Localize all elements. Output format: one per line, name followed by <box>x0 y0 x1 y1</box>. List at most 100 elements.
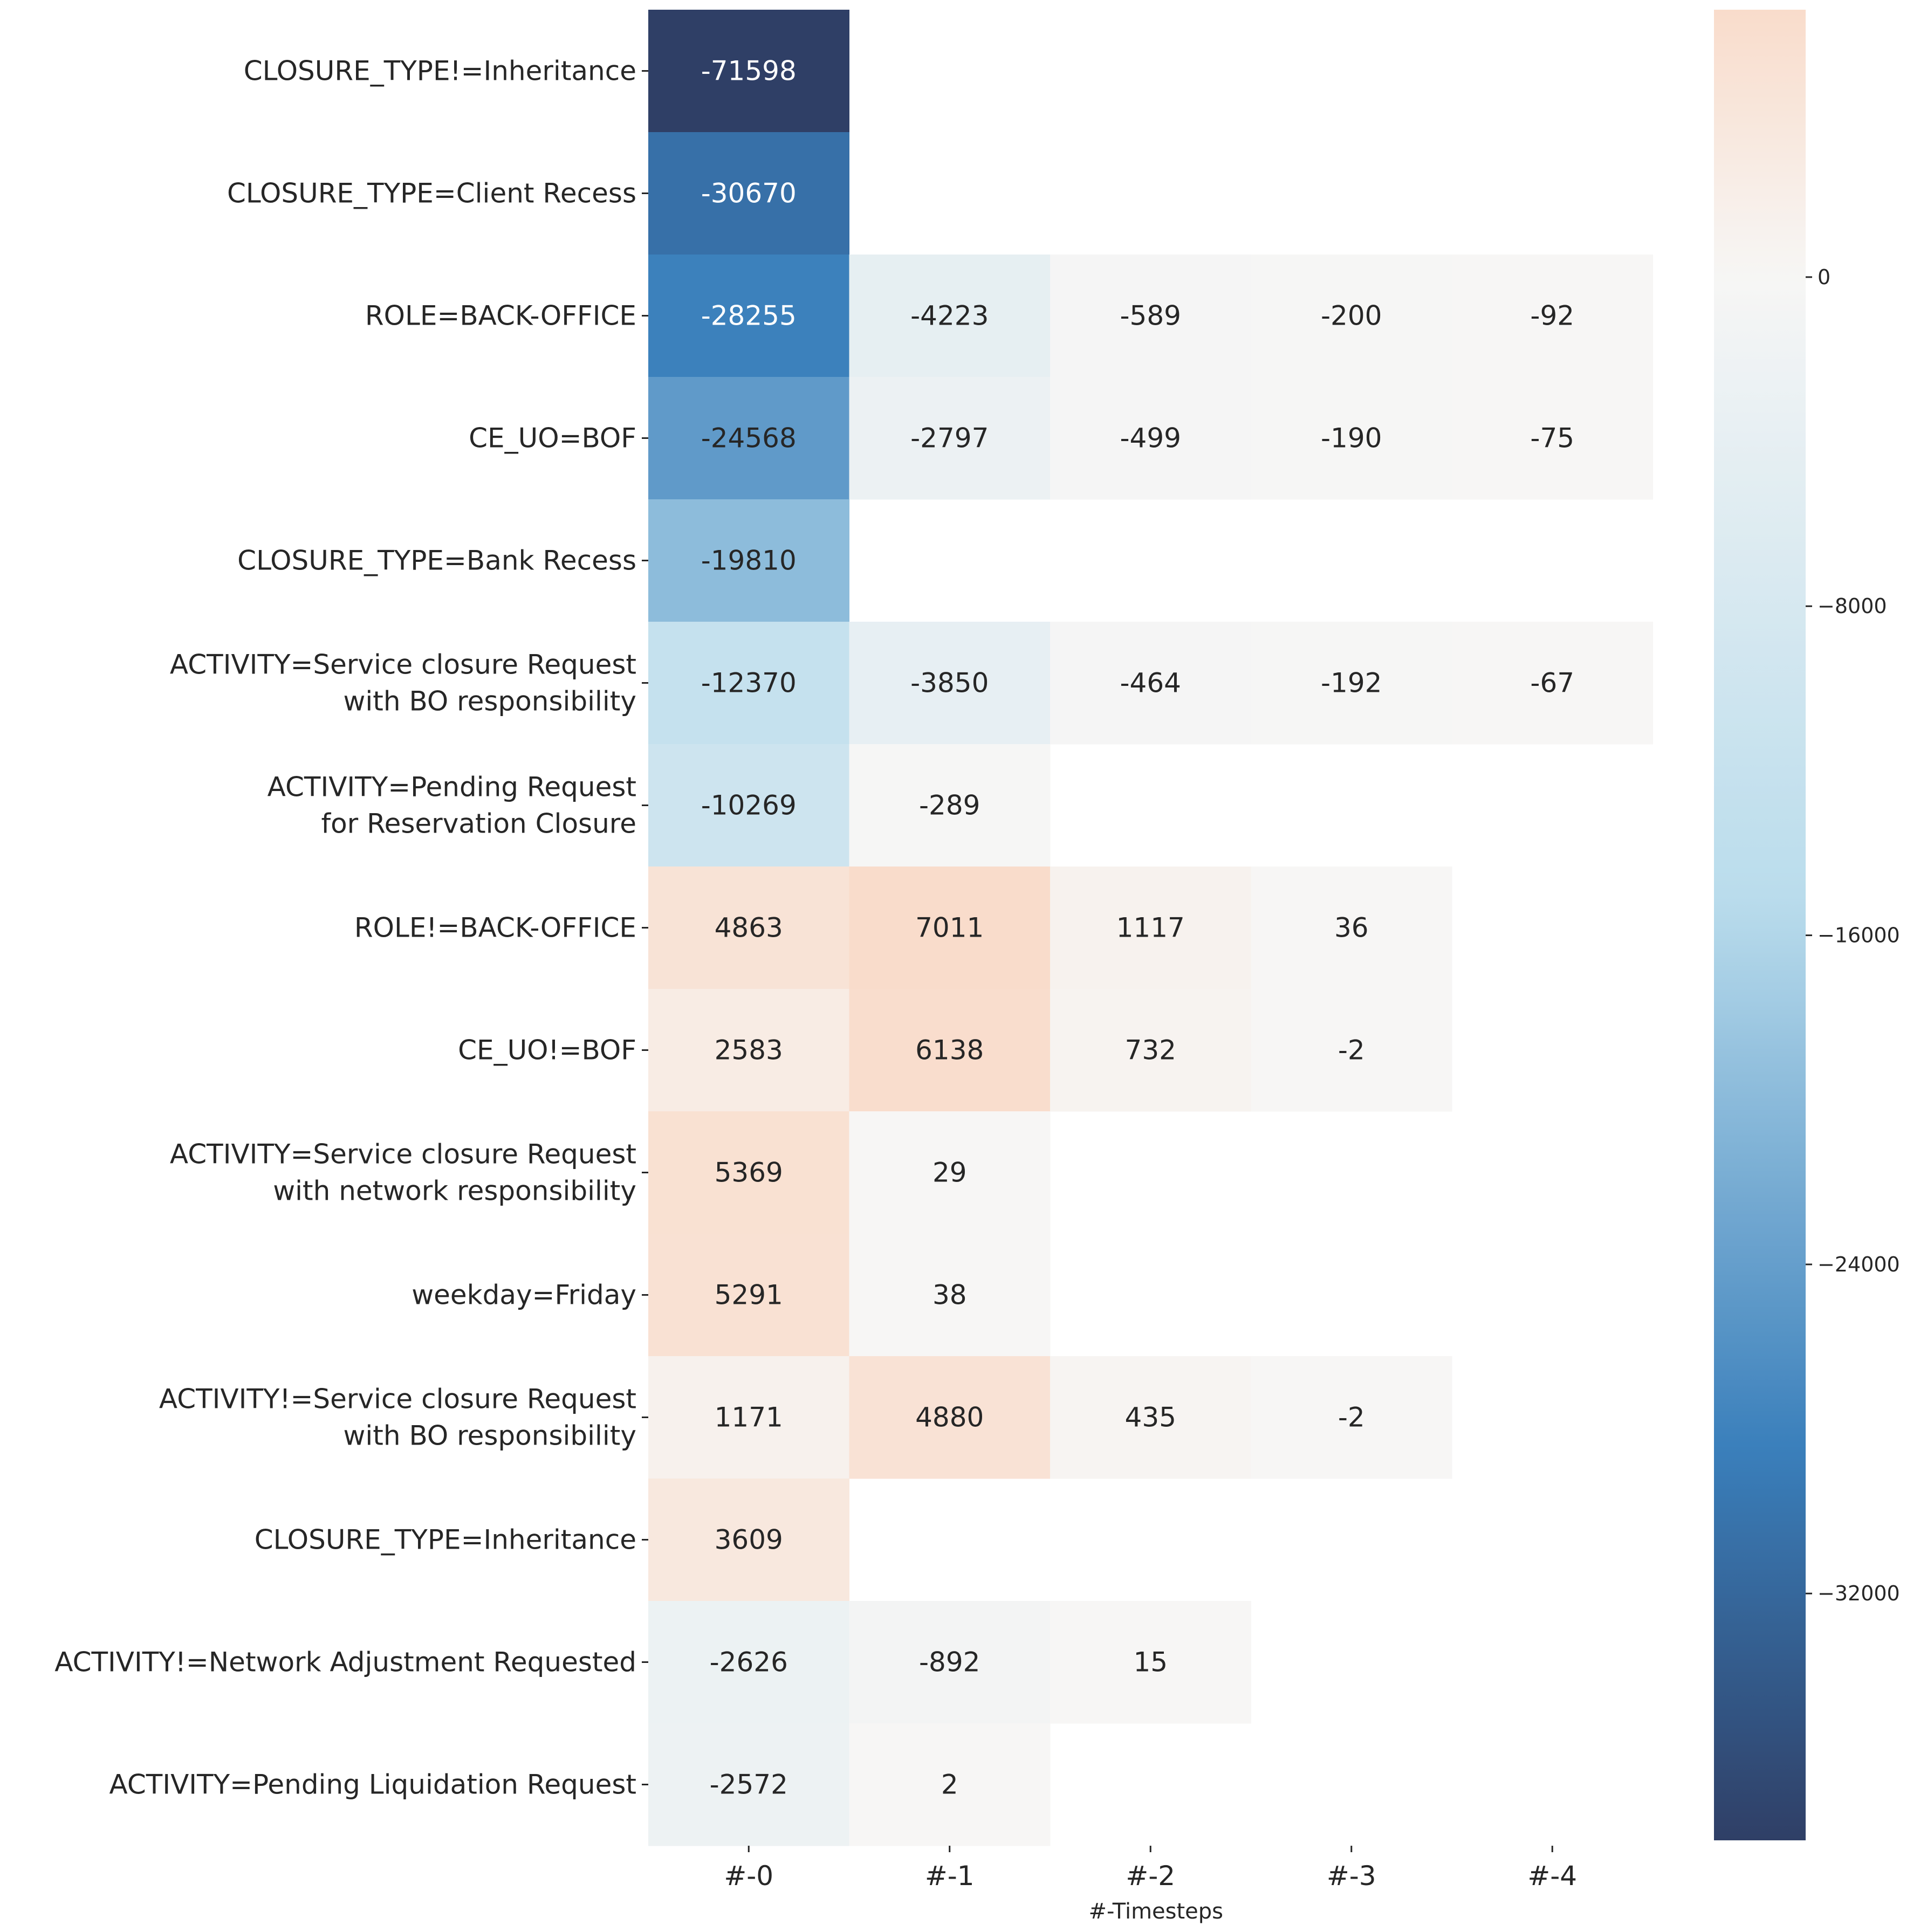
heatmap-cell <box>648 377 849 500</box>
row-label: CLOSURE_TYPE=Bank Recess <box>237 545 636 576</box>
row-labels: CLOSURE_TYPE!=Inheritance CLOSURE_TYPE=Cl… <box>54 56 648 1800</box>
cell-value-label: 3609 <box>715 1524 783 1556</box>
row-label: CLOSURE_TYPE!=Inheritance <box>244 56 636 87</box>
row-label: ACTIVITY=Service closure Request with BO … <box>170 649 636 717</box>
cell-value-label: -200 <box>1321 300 1382 332</box>
row-label-line: CLOSURE_TYPE!=Inheritance <box>244 56 636 87</box>
cell-value-label: -10269 <box>701 790 797 821</box>
heatmap-cell <box>1251 377 1452 500</box>
cell-value-label: -71598 <box>701 56 797 87</box>
cell-value-label: -2626 <box>710 1647 788 1678</box>
cell-value-label: 1117 <box>1116 912 1185 944</box>
cell-value-label: -19810 <box>701 545 797 576</box>
cell-value-label: 5369 <box>715 1157 783 1188</box>
heatmap-cell <box>648 1601 849 1724</box>
row-label-line: CLOSURE_TYPE=Client Recess <box>227 178 636 209</box>
cell-value-label: -2797 <box>910 423 989 454</box>
row-label-line: ACTIVITY!=Service closure Request <box>159 1384 636 1415</box>
cell-value-label: 4880 <box>915 1402 984 1433</box>
heatmap-cell <box>648 10 849 133</box>
row-label: ACTIVITY!=Network Adjustment Requested <box>54 1647 636 1678</box>
row-label: ROLE=BACK-OFFICE <box>365 300 636 332</box>
x-axis: #-0 #-1 #-2 #-3 #-4 <box>724 1846 1577 1892</box>
row-label-line: CLOSURE_TYPE=Inheritance <box>255 1524 636 1556</box>
colorbar-ticks: 0 −8000 −16000 −24000 −32000 <box>1806 265 1900 1605</box>
heatmap-cell <box>849 1601 1051 1724</box>
cell-value-label: 15 <box>1133 1647 1168 1678</box>
colorbar-tick-label: 0 <box>1818 265 1830 289</box>
heatmap-cell <box>1251 1356 1452 1479</box>
row-label: ACTIVITY=Pending Liquidation Request <box>109 1769 636 1800</box>
heatmap-cell <box>1251 255 1452 377</box>
heatmap-cell <box>648 989 849 1112</box>
x-tick-label: #-2 <box>1126 1860 1175 1892</box>
cell-value-label: -3850 <box>910 668 989 699</box>
cell-value-label: -464 <box>1120 668 1181 699</box>
x-tick-label: #-1 <box>925 1860 975 1892</box>
row-label-line: with BO responsibility <box>344 1420 636 1452</box>
cell-value-label: 1171 <box>715 1402 783 1433</box>
cell-value-label: -75 <box>1530 423 1574 454</box>
cell-value-label: -892 <box>919 1647 980 1678</box>
heatmap-cell <box>849 1723 1051 1846</box>
cell-value-label: 36 <box>1334 912 1369 944</box>
row-label-line: weekday=Friday <box>412 1280 636 1311</box>
x-tick-label: #-3 <box>1327 1860 1376 1892</box>
heatmap-cell <box>648 1356 849 1479</box>
cell-value-label: 732 <box>1125 1035 1176 1066</box>
row-label: weekday=Friday <box>412 1280 636 1311</box>
heatmap-cell <box>849 622 1051 745</box>
cell-value-label: 5291 <box>715 1280 783 1311</box>
heatmap-cell <box>648 255 849 377</box>
cell-value-label: -4223 <box>910 300 989 332</box>
row-label: CE_UO=BOF <box>469 423 636 454</box>
cell-value-label: -28255 <box>701 300 797 332</box>
row-label-line: with BO responsibility <box>344 686 636 717</box>
heatmap-cell <box>1050 255 1251 377</box>
x-tick-label: #-4 <box>1527 1860 1577 1892</box>
heatmap-cell <box>648 1479 849 1601</box>
cell-value-label: -67 <box>1530 668 1574 699</box>
heatmap-cell <box>648 867 849 989</box>
heatmap-cell <box>648 132 849 255</box>
cell-value-label: 7011 <box>915 912 984 944</box>
heatmap-cell <box>1050 1356 1251 1479</box>
row-label: CLOSURE_TYPE=Inheritance <box>255 1524 636 1556</box>
heatmap-cell <box>1251 989 1452 1112</box>
cell-value-label: -499 <box>1120 423 1181 454</box>
row-label-line: ACTIVITY!=Network Adjustment Requested <box>54 1647 636 1678</box>
row-label-line: ACTIVITY=Pending Liquidation Request <box>109 1769 636 1800</box>
row-label: ROLE!=BACK-OFFICE <box>354 912 636 944</box>
cell-value-label: -12370 <box>701 668 797 699</box>
cell-value-label: -190 <box>1321 423 1382 454</box>
heatmap-cell <box>849 744 1051 867</box>
row-label-line: ROLE!=BACK-OFFICE <box>354 912 636 944</box>
colorbar-tick-label: −32000 <box>1818 1582 1900 1605</box>
colorbar-gradient <box>1714 10 1806 1840</box>
heatmap-cell <box>849 255 1051 377</box>
cell-value-label: 38 <box>932 1280 967 1311</box>
heatmap-cell <box>849 377 1051 500</box>
cell-value-label: 2 <box>941 1769 958 1800</box>
row-label-line: with network responsibility <box>273 1175 636 1207</box>
row-label: CE_UO!=BOF <box>458 1035 636 1066</box>
colorbar-tick-label: −8000 <box>1818 594 1887 618</box>
heatmap-cell <box>648 1111 849 1234</box>
cell-value-label: 435 <box>1125 1402 1176 1433</box>
heatmap-cell <box>1251 622 1452 745</box>
heatmap-cell <box>849 1234 1051 1357</box>
row-label: CLOSURE_TYPE=Client Recess <box>227 178 636 209</box>
heatmap-cell <box>648 1723 849 1846</box>
row-label-line: ACTIVITY=Service closure Request <box>170 649 636 680</box>
x-axis-title: #-Timesteps <box>1088 1899 1223 1924</box>
cell-value-label: -92 <box>1530 300 1574 332</box>
heatmap-cell <box>648 499 849 622</box>
heatmap-cell <box>849 867 1051 989</box>
cell-value-label: 6138 <box>915 1035 984 1066</box>
row-label-line: CLOSURE_TYPE=Bank Recess <box>237 545 636 576</box>
cell-value-label: -192 <box>1321 668 1382 699</box>
heatmap-cell <box>1452 377 1653 500</box>
heatmap-cell <box>1050 377 1251 500</box>
heatmap-cell <box>648 744 849 867</box>
